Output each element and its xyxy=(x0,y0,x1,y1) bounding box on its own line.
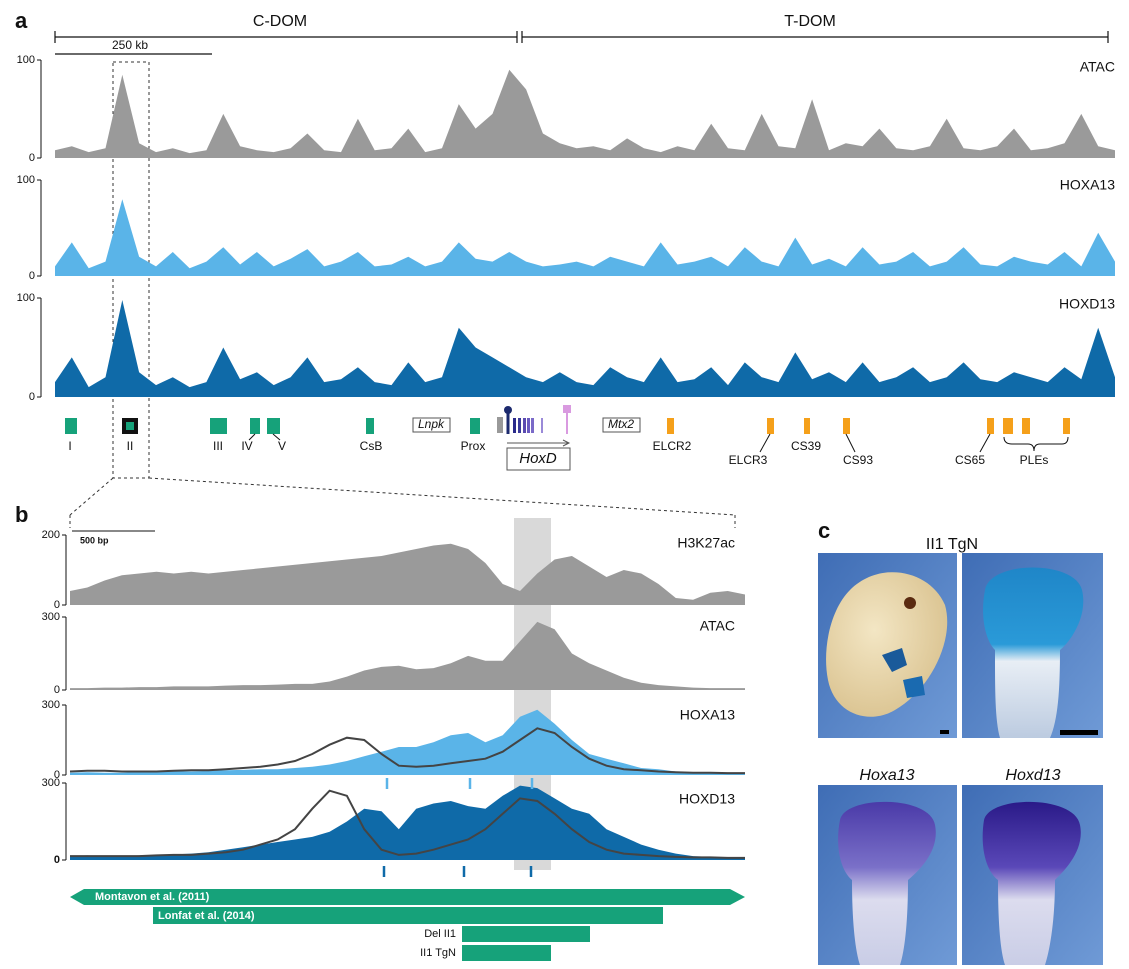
y-tick-label: 0 xyxy=(54,599,60,611)
element-label: CsB xyxy=(360,439,383,453)
element-box xyxy=(250,418,260,434)
image-panel xyxy=(818,553,1103,965)
element-label: ELCR3 xyxy=(729,453,768,467)
signal-area xyxy=(70,786,745,860)
signal-area xyxy=(55,70,1115,158)
track-label: ATAC xyxy=(1080,59,1115,75)
element-box xyxy=(65,418,77,434)
element-box xyxy=(843,418,850,434)
element-box xyxy=(267,418,280,434)
track-label: HOXD13 xyxy=(1059,296,1115,312)
signal-area xyxy=(55,199,1115,276)
element-label: CS93 xyxy=(843,453,873,467)
element-label: V xyxy=(278,439,286,453)
region-label: II1 TgN xyxy=(420,947,456,959)
connector xyxy=(980,434,990,452)
brace xyxy=(1004,437,1068,451)
element-box xyxy=(987,418,994,434)
domain-bar xyxy=(55,31,1108,54)
domain-label: T-DOM xyxy=(784,13,836,30)
scale-label: 250 kb xyxy=(112,38,148,52)
image-caption: Hoxa13 xyxy=(859,767,914,784)
gene-label: Mtx2 xyxy=(608,417,634,431)
y-tick-label: 300 xyxy=(42,777,60,789)
region-bar xyxy=(462,945,551,961)
element-label: CS39 xyxy=(791,439,821,453)
image-caption: Hoxd13 xyxy=(1005,767,1060,784)
track-label: ATAC xyxy=(700,618,735,634)
y-tick-label: 300 xyxy=(42,611,60,623)
element-label: I xyxy=(68,439,71,453)
region-bar xyxy=(462,926,590,942)
region-label: Montavon et al. (2011) xyxy=(95,891,210,903)
y-tick-label: 0 xyxy=(54,684,60,696)
element-label: IV xyxy=(241,439,252,453)
element-label: Prox xyxy=(461,439,486,453)
image-title: II1 TgN xyxy=(926,536,978,553)
y-tick-label: 0 xyxy=(29,152,35,164)
track-label: HOXA13 xyxy=(680,707,735,723)
figure: a b c C-DOM T-DOM 250 kb 500 bp Lnpk Hox… xyxy=(0,0,1129,969)
y-tick-label: 100 xyxy=(17,54,35,66)
connector xyxy=(846,434,855,452)
y-tick-label: 100 xyxy=(17,292,35,304)
element-box xyxy=(126,422,134,430)
signal-area xyxy=(70,544,745,605)
y-tick-label: 0 xyxy=(29,270,35,282)
y-tick-label: 200 xyxy=(42,529,60,541)
zoom-guides xyxy=(70,62,735,528)
connector xyxy=(760,434,770,452)
signal-area xyxy=(55,300,1115,397)
panel-label: c xyxy=(818,518,830,543)
element-label: PLEs xyxy=(1020,453,1049,467)
region-label: Del II1 xyxy=(424,928,456,940)
element-label: III xyxy=(213,439,223,453)
element-box xyxy=(210,418,227,434)
element-label: II xyxy=(127,439,134,453)
y-tick-label: 100 xyxy=(17,174,35,186)
track-label: H3K27ac xyxy=(677,535,735,551)
element-box xyxy=(1003,418,1013,434)
signal-area xyxy=(70,622,745,690)
element-box xyxy=(470,418,480,434)
track-label: HOXA13 xyxy=(1060,177,1115,193)
element-label: CS65 xyxy=(955,453,985,467)
element-label: ELCR2 xyxy=(653,439,692,453)
signal-area xyxy=(70,710,745,775)
gene-label: Lnpk xyxy=(418,417,445,431)
y-tick-label: 0 xyxy=(54,854,60,866)
element-box xyxy=(804,418,810,434)
element-box xyxy=(667,418,674,434)
element-box xyxy=(1063,418,1070,434)
y-tick-label: 0 xyxy=(29,391,35,403)
scale-label: 500 bp xyxy=(80,535,109,545)
track-label: HOXD13 xyxy=(679,791,735,807)
domain-label: C-DOM xyxy=(253,13,307,30)
element-box xyxy=(767,418,774,434)
panel-label: b xyxy=(15,502,28,527)
region-label: Lonfat et al. (2014) xyxy=(158,910,255,922)
y-tick-label: 300 xyxy=(42,699,60,711)
element-box xyxy=(1022,418,1030,434)
element-box xyxy=(366,418,374,434)
panel-label: a xyxy=(15,8,28,33)
gene-label: HoxD xyxy=(519,450,557,467)
